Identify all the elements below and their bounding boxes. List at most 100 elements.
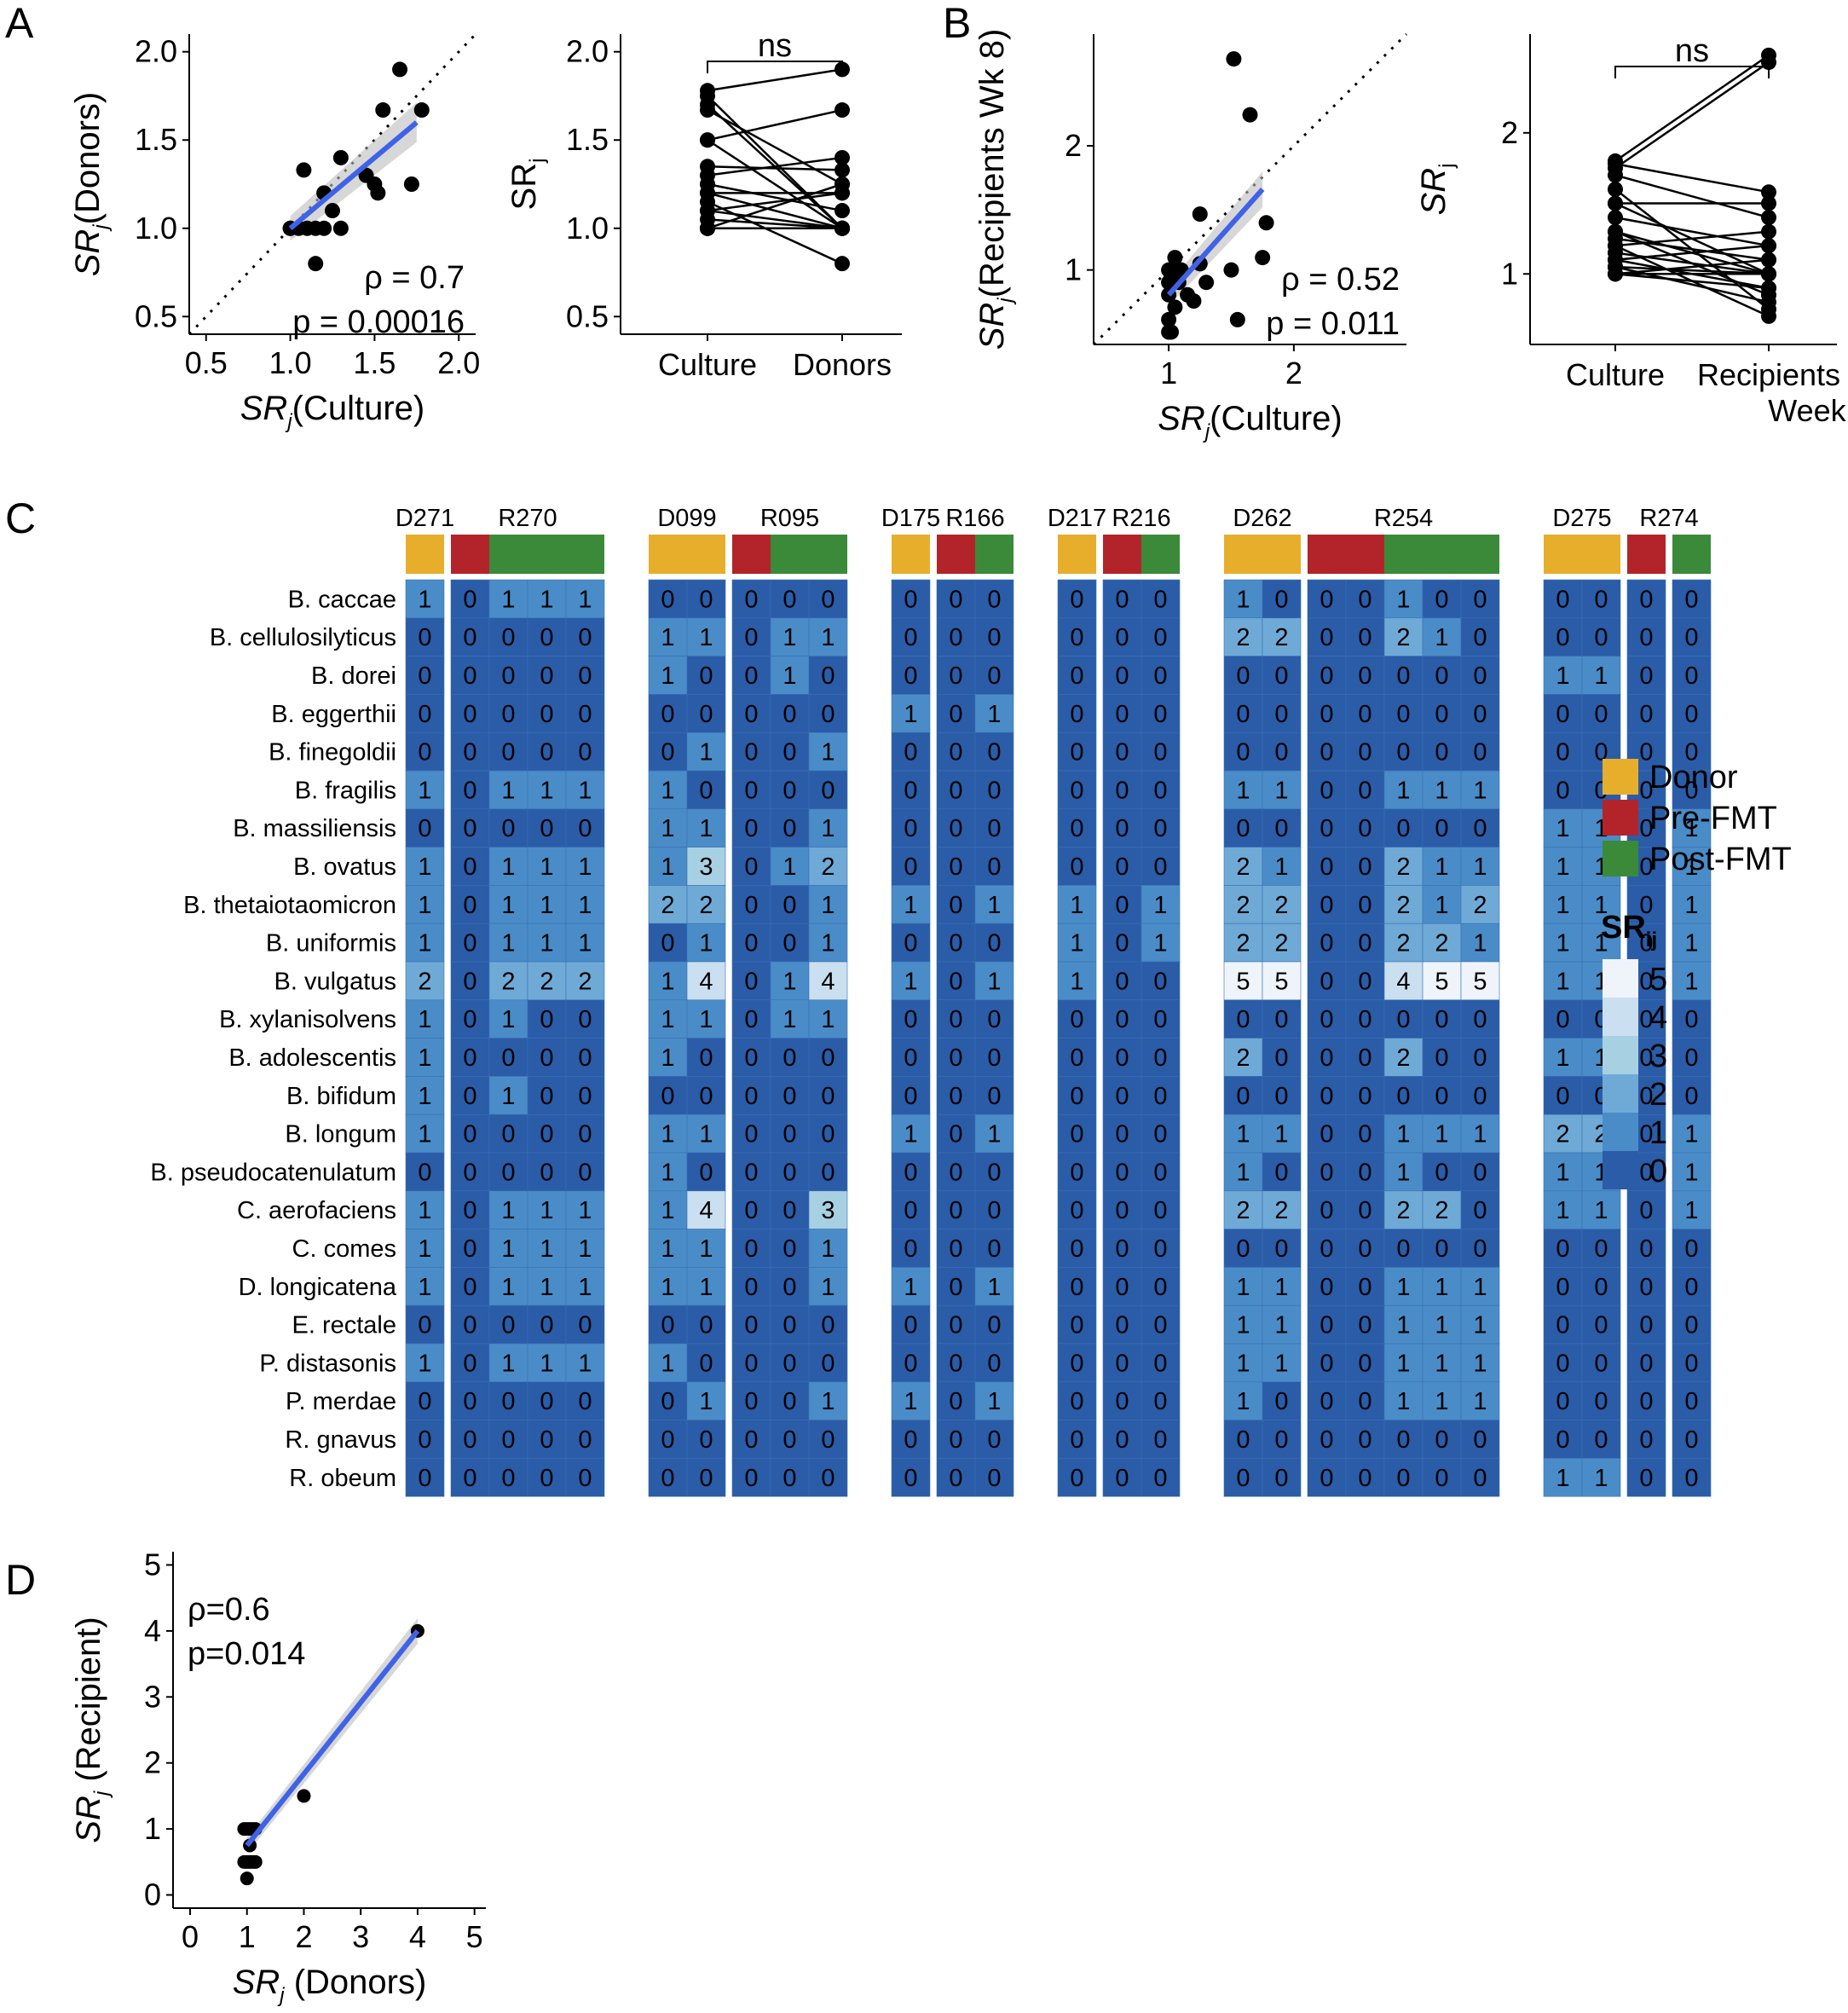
heatmap-cell-12-14 bbox=[1102, 1038, 1142, 1077]
cell-value-17-21: 0 bbox=[1435, 1235, 1448, 1263]
cell-value-4-1: 0 bbox=[463, 739, 476, 766]
heatmap-cell-23-22 bbox=[1460, 1458, 1500, 1497]
cell-value-9-12: 0 bbox=[987, 930, 1001, 957]
heatmap-cell-11-15 bbox=[1141, 999, 1181, 1038]
heatmap-cell-20-25 bbox=[1626, 1343, 1666, 1383]
heatmap-cell-22-11 bbox=[936, 1420, 976, 1459]
heatmap-cell-22-15 bbox=[1141, 1420, 1181, 1459]
heatmap-cell-8-26 bbox=[1672, 885, 1712, 924]
cell-value-2-13: 0 bbox=[1070, 662, 1083, 690]
donor-label-4: D262 bbox=[1233, 505, 1291, 532]
cell-value-3-12: 1 bbox=[987, 701, 1001, 728]
y-tick-label-2: 1.5 bbox=[135, 122, 177, 157]
heatmap-cell-21-4 bbox=[565, 1381, 605, 1420]
cell-value-14-5: 1 bbox=[661, 1121, 674, 1148]
heatmap-cell-1-1 bbox=[450, 617, 490, 657]
heatmap-cell-18-18 bbox=[1307, 1267, 1347, 1306]
heatmap-cell-2-20 bbox=[1383, 656, 1424, 695]
heatmap-cell-5-23 bbox=[1543, 770, 1583, 810]
panel-letter-c: C bbox=[5, 495, 36, 542]
heatmap-cell-5-3 bbox=[527, 770, 567, 810]
cell-value-14-14: 0 bbox=[1115, 1121, 1129, 1148]
cell-value-17-13: 0 bbox=[1070, 1235, 1083, 1263]
heatmap-cell-17-20 bbox=[1383, 1229, 1424, 1268]
cell-value-23-3: 0 bbox=[540, 1465, 553, 1492]
heatmap-cell-18-26 bbox=[1672, 1267, 1712, 1306]
cell-value-0-26: 0 bbox=[1684, 586, 1698, 613]
cell-value-9-25: 0 bbox=[1639, 930, 1653, 957]
point-right-14 bbox=[834, 149, 850, 165]
heatmap-cell-7-13 bbox=[1057, 847, 1097, 886]
cell-value-16-23: 1 bbox=[1556, 1197, 1569, 1224]
pair-line-19 bbox=[1614, 61, 1770, 170]
cell-value-10-16: 5 bbox=[1236, 968, 1250, 995]
cell-value-12-26: 0 bbox=[1684, 1044, 1698, 1072]
heatmap-cell-15-14 bbox=[1102, 1152, 1142, 1192]
heatmap-cell-14-11 bbox=[936, 1114, 976, 1154]
x-axis-label: SRj(Culture) bbox=[240, 390, 425, 433]
heatmap-cell-13-21 bbox=[1422, 1076, 1462, 1115]
cell-value-2-15: 0 bbox=[1153, 662, 1167, 690]
cell-value-23-19: 0 bbox=[1358, 1465, 1372, 1492]
cell-value-2-21: 0 bbox=[1435, 662, 1448, 690]
heatmap-cell-0-14 bbox=[1102, 579, 1142, 619]
cell-value-22-2: 0 bbox=[501, 1426, 515, 1454]
cell-value-4-6: 1 bbox=[699, 739, 713, 766]
cell-value-3-9: 0 bbox=[821, 701, 834, 728]
cell-value-4-8: 0 bbox=[783, 739, 796, 766]
cell-value-8-7: 0 bbox=[744, 892, 758, 919]
data-point-14 bbox=[370, 185, 386, 201]
cell-value-22-15: 0 bbox=[1153, 1426, 1167, 1454]
heatmap-cell-15-9 bbox=[808, 1152, 848, 1192]
data-point-17 bbox=[403, 176, 419, 192]
heatmap-cell-18-22 bbox=[1460, 1267, 1500, 1306]
heatmap-cell-10-21 bbox=[1422, 961, 1462, 1001]
pair-line-17 bbox=[707, 108, 843, 142]
cell-value-16-11: 0 bbox=[949, 1197, 962, 1224]
cell-value-5-10: 0 bbox=[904, 777, 917, 804]
cell-value-9-21: 2 bbox=[1435, 930, 1448, 957]
cell-value-9-24: 1 bbox=[1594, 930, 1608, 957]
cell-value-3-7: 0 bbox=[744, 701, 758, 728]
cell-value-16-16: 2 bbox=[1236, 1197, 1250, 1224]
y-tick-label-2: 1.5 bbox=[566, 122, 609, 157]
heatmap-cell-14-17 bbox=[1262, 1114, 1302, 1154]
x-axis-label-main: SR bbox=[240, 390, 288, 427]
heatmap-cell-18-0 bbox=[405, 1267, 445, 1306]
heatmap-cell-20-4 bbox=[565, 1343, 605, 1383]
y-tick-label-0: 0 bbox=[144, 1877, 161, 1912]
scale-swatch-4 bbox=[1603, 1113, 1638, 1151]
data-point-12 bbox=[297, 1789, 311, 1803]
cell-value-14-6: 1 bbox=[699, 1121, 713, 1148]
heatmap-cell-12-0 bbox=[405, 1038, 445, 1077]
cell-value-22-5: 0 bbox=[661, 1426, 674, 1454]
stat-annotation-1: p = 0.011 bbox=[1266, 306, 1400, 342]
cell-value-18-8: 0 bbox=[783, 1274, 796, 1301]
x-tick-label-0: Culture bbox=[658, 347, 757, 382]
heatmap-cell-23-11 bbox=[936, 1458, 976, 1497]
cell-value-14-9: 0 bbox=[821, 1121, 834, 1148]
heatmap-cell-16-6 bbox=[686, 1190, 726, 1229]
legend-swatch-1 bbox=[1603, 800, 1638, 836]
cell-value-23-12: 0 bbox=[987, 1465, 1001, 1492]
cell-value-16-26: 1 bbox=[1684, 1197, 1698, 1224]
cell-value-0-8: 0 bbox=[783, 586, 796, 613]
heatmap-cell-5-16 bbox=[1223, 770, 1263, 810]
cell-value-11-15: 0 bbox=[1153, 1006, 1167, 1033]
heatmap-cell-23-1 bbox=[450, 1458, 490, 1497]
cell-value-8-12: 1 bbox=[987, 892, 1001, 919]
heatmap-cell-6-2 bbox=[488, 808, 528, 847]
cell-value-12-23: 1 bbox=[1556, 1044, 1569, 1072]
heatmap-cell-21-12 bbox=[974, 1381, 1014, 1420]
cell-value-17-9: 1 bbox=[821, 1235, 834, 1263]
cell-value-12-25: 0 bbox=[1639, 1044, 1653, 1072]
significance-bracket bbox=[707, 61, 843, 73]
x-axis-label-rest: (Culture) bbox=[1210, 400, 1343, 437]
cell-value-6-8: 0 bbox=[783, 815, 796, 842]
cell-value-13-16: 0 bbox=[1236, 1083, 1250, 1110]
cell-value-14-4: 0 bbox=[578, 1121, 592, 1148]
heatmap-cell-14-6 bbox=[686, 1114, 726, 1154]
cell-value-21-18: 0 bbox=[1320, 1388, 1333, 1415]
heatmap-cell-3-14 bbox=[1102, 694, 1142, 733]
